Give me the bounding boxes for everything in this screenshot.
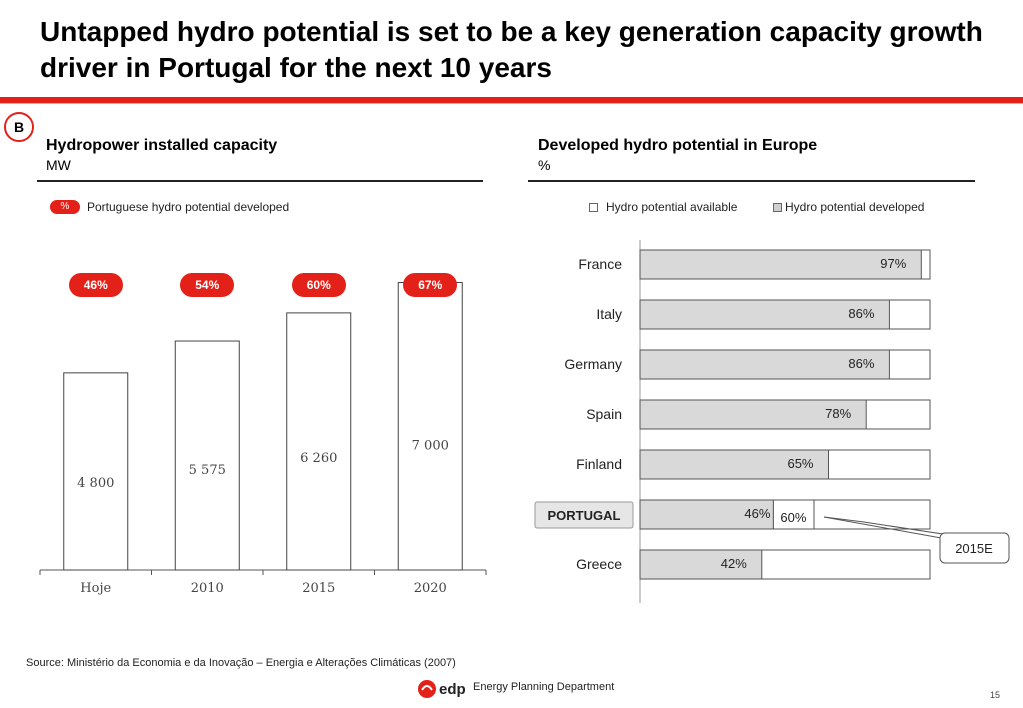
callout-leader-line xyxy=(823,516,970,539)
capacity-value-label: 5 575 xyxy=(189,463,226,478)
page-number: 15 xyxy=(990,690,1001,700)
percent-legend-pill: % xyxy=(50,200,80,214)
legend-label-available: Hydro potential available xyxy=(606,200,738,214)
developed-value-label: 97% xyxy=(880,256,906,271)
percent-developed-pill: 60% xyxy=(291,273,346,297)
callout-label: 2015E xyxy=(955,541,993,556)
hydropower-capacity-chart: 4 800 Hoje 5 575 2010 6 260 2015 7 000 2020 xyxy=(39,282,487,596)
capacity-bar xyxy=(397,282,463,571)
developed-value-label: 78% xyxy=(825,406,851,421)
x-tick-label: 2010 xyxy=(191,581,224,596)
capacity-value-label: 4 800 xyxy=(77,476,114,491)
capacity-bar xyxy=(63,372,129,571)
section-badge: B xyxy=(4,112,34,142)
percent-developed-pill: 46% xyxy=(68,273,123,297)
left-panel-unit: MW xyxy=(46,157,71,173)
developed-bar xyxy=(639,399,867,430)
edp-logo-text: edp xyxy=(439,681,466,698)
portugal-label-box xyxy=(534,501,634,529)
y-tick-label: Greece xyxy=(576,556,622,572)
right-panel-rule xyxy=(528,180,975,182)
capacity-bar xyxy=(174,340,240,571)
right-panel-unit: % xyxy=(538,157,551,173)
edp-logo: edp xyxy=(418,680,466,698)
developed-bar xyxy=(639,349,890,380)
left-panel-title: Hydropower installed capacity xyxy=(46,137,278,154)
legend-swatch-developed xyxy=(773,203,782,212)
developed-value-label: 86% xyxy=(848,306,874,321)
footer-department: Energy Planning Department xyxy=(473,681,615,693)
developed-bar xyxy=(639,249,922,280)
developed-bar xyxy=(639,549,763,580)
developed-bar xyxy=(639,499,774,530)
percent-legend-label: Portuguese hydro potential developed xyxy=(87,200,290,214)
page-title: Untapped hydro potential is set to be a … xyxy=(40,16,983,83)
developed-value-label: 46% xyxy=(744,506,770,521)
left-panel-rule xyxy=(37,180,483,182)
developed-bar xyxy=(639,299,890,330)
y-tick-label: France xyxy=(578,256,622,272)
developed-value-label: 86% xyxy=(848,356,874,371)
y-tick-label: Spain xyxy=(586,406,622,422)
capacity-value-label: 6 260 xyxy=(300,451,337,466)
x-tick-label: 2015 xyxy=(302,581,335,596)
europe-hydro-potential-chart: France 97% Italy 86% Germany 86% Spain 78% Finla… xyxy=(534,240,1010,603)
y-tick-label: Germany xyxy=(564,356,622,372)
header-red-rule xyxy=(0,97,1023,103)
header-grey-rule xyxy=(0,103,1023,104)
portugal-2015e-bar xyxy=(772,499,815,530)
percent-developed-pill: 67% xyxy=(403,273,458,297)
capacity-bar xyxy=(286,312,352,571)
legend-label-developed: Hydro potential developed xyxy=(785,200,925,214)
percent-developed-pill: 54% xyxy=(180,273,235,297)
y-tick-label: Finland xyxy=(576,456,622,472)
legend-swatch-available xyxy=(589,203,598,212)
y-tick-label: Italy xyxy=(596,306,622,322)
x-tick-label: Hoje xyxy=(80,581,111,596)
developed-bar xyxy=(639,449,829,480)
developed-value-label: 65% xyxy=(787,456,813,471)
capacity-value-label: 7 000 xyxy=(412,438,449,453)
y-tick-label: PORTUGAL xyxy=(548,508,621,523)
right-panel-title: Developed hydro potential in Europe xyxy=(538,137,818,154)
developed-value-label: 42% xyxy=(721,556,747,571)
portugal-2015e-value-label: 60% xyxy=(780,510,806,525)
callout-box xyxy=(939,532,1010,564)
source-note: Source: Ministério da Economia e da Inov… xyxy=(26,657,456,669)
x-tick-label: 2020 xyxy=(414,581,447,596)
